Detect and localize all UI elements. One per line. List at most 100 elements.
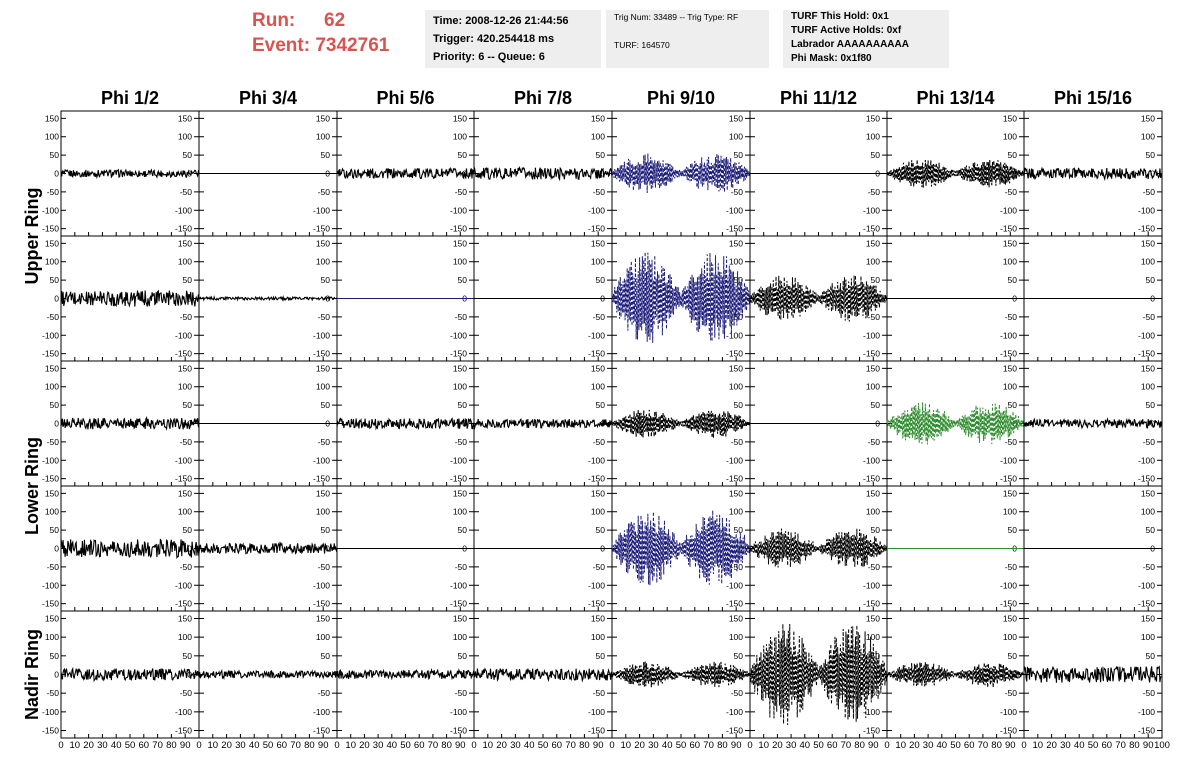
y-tick-label: 100 — [453, 257, 467, 267]
waveform-trace — [198, 295, 338, 302]
y-tick-label: 0 — [462, 670, 467, 680]
y-tick-label: 150 — [1141, 113, 1155, 123]
y-tick-label: 100 — [591, 507, 605, 517]
y-tick-label: -100 — [175, 205, 192, 215]
y-tick-label: 100 — [45, 507, 59, 517]
y-tick-label: -150 — [1138, 474, 1155, 484]
y-tick-label: 100 — [1141, 257, 1155, 267]
y-tick-label: -50 — [868, 688, 881, 698]
y-tick-label: -50 — [731, 437, 744, 447]
x-tick-label: 10 — [895, 740, 906, 751]
event-value: 7342761 — [315, 35, 390, 56]
column-title: Phi 9/10 — [647, 88, 715, 108]
x-tick-label: 20 — [909, 740, 920, 751]
y-tick-label: 0 — [325, 670, 330, 680]
y-tick-label: -50 — [1005, 688, 1018, 698]
x-tick-label: 30 — [1060, 740, 1071, 751]
y-tick-label: -150 — [726, 726, 743, 736]
y-tick-label: 50 — [1146, 525, 1156, 535]
y-tick-label: -150 — [726, 224, 743, 234]
y-tick-label: 150 — [729, 238, 743, 248]
y-tick-label: 100 — [1003, 507, 1017, 517]
y-tick-label: 0 — [462, 419, 467, 429]
y-tick-label: 150 — [453, 363, 467, 373]
x-tick-label: 90 — [1143, 740, 1154, 751]
y-tick-label: 150 — [453, 113, 467, 123]
y-tick-label: -50 — [1143, 187, 1156, 197]
y-tick-label: 100 — [591, 382, 605, 392]
x-tick-label: 0 — [884, 740, 889, 751]
y-tick-label: -150 — [726, 474, 743, 484]
x-tick-label: 10 — [1033, 740, 1044, 751]
y-tick-label: -150 — [1000, 599, 1017, 609]
y-tick-label: -50 — [318, 562, 331, 572]
y-tick-label: 150 — [316, 113, 330, 123]
y-tick-label: -150 — [42, 474, 59, 484]
time-info-box: Time: 2008-12-26 21:44:56 Trigger: 420.2… — [425, 10, 601, 68]
y-tick-label: 50 — [596, 400, 606, 410]
x-tick-label: 50 — [1088, 740, 1099, 751]
x-tick-label: 70 — [841, 740, 852, 751]
y-tick-label: -50 — [593, 688, 606, 698]
labrador-line: Labrador AAAAAAAAAA — [791, 39, 909, 50]
y-tick-label: 100 — [1003, 132, 1017, 142]
y-tick-label: 100 — [178, 632, 192, 642]
y-tick-label: 150 — [1141, 238, 1155, 248]
x-tick-label: 10 — [70, 740, 81, 751]
y-tick-label: -100 — [42, 580, 59, 590]
y-tick-label: -50 — [868, 187, 881, 197]
y-tick-label: 0 — [325, 294, 330, 304]
y-tick-label: 150 — [591, 113, 605, 123]
y-tick-label: 150 — [866, 363, 880, 373]
time-line: Time: 2008-12-26 21:44:56 — [433, 15, 569, 27]
y-tick-label: -50 — [1005, 312, 1018, 322]
y-tick-label: 50 — [321, 275, 331, 285]
y-tick-label: 50 — [183, 275, 193, 285]
waveform-trace — [60, 415, 200, 431]
run-event-box: Run: 62 Event: 7342761 — [252, 8, 422, 58]
y-tick-label: 150 — [316, 613, 330, 623]
y-tick-label: -100 — [175, 330, 192, 340]
y-tick-label: 100 — [1141, 507, 1155, 517]
x-tick-label: 30 — [510, 740, 521, 751]
y-tick-label: 50 — [183, 651, 193, 661]
y-tick-label: -100 — [588, 580, 605, 590]
column-title: Phi 11/12 — [780, 88, 857, 108]
ring-label: Lower Ring — [22, 437, 42, 535]
y-tick-label: 50 — [50, 525, 60, 535]
y-tick-label: -100 — [863, 707, 880, 717]
y-tick-label: 100 — [45, 257, 59, 267]
y-tick-label: 150 — [178, 613, 192, 623]
y-tick-label: -100 — [726, 205, 743, 215]
y-tick-label: -50 — [180, 312, 193, 322]
x-tick-label: 30 — [373, 740, 384, 751]
y-tick-label: -100 — [726, 330, 743, 340]
y-tick-label: 50 — [871, 150, 881, 160]
y-tick-label: -100 — [313, 455, 330, 465]
y-tick-label: -50 — [593, 437, 606, 447]
y-tick-label: -150 — [588, 349, 605, 359]
y-tick-label: 150 — [178, 488, 192, 498]
column-title: Phi 7/8 — [514, 88, 572, 108]
y-tick-label: 100 — [178, 257, 192, 267]
y-tick-label: 0 — [54, 294, 59, 304]
y-tick-label: -150 — [588, 599, 605, 609]
x-tick-label: 10 — [208, 740, 219, 751]
y-tick-label: 150 — [178, 363, 192, 373]
y-tick-label: -100 — [1000, 455, 1017, 465]
y-tick-label: -50 — [731, 187, 744, 197]
column-title: Phi 1/2 — [101, 88, 159, 108]
y-tick-label: 150 — [1003, 488, 1017, 498]
y-tick-label: 100 — [316, 382, 330, 392]
y-tick-label: 50 — [458, 400, 468, 410]
waveform-trace — [473, 418, 613, 430]
y-tick-label: -100 — [175, 707, 192, 717]
y-tick-label: 100 — [45, 632, 59, 642]
y-tick-label: 100 — [178, 132, 192, 142]
y-tick-label: 100 — [591, 132, 605, 142]
y-tick-label: -100 — [863, 330, 880, 340]
run-row: Run: 62 — [252, 8, 422, 33]
y-tick-label: -150 — [863, 349, 880, 359]
y-tick-label: -100 — [863, 205, 880, 215]
y-tick-label: -50 — [1143, 562, 1156, 572]
